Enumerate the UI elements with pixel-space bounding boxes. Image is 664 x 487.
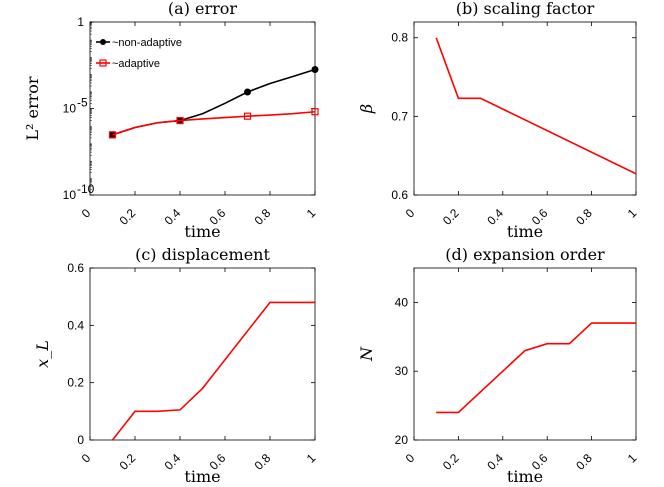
x-tick-label: 0.2 bbox=[117, 206, 139, 228]
y-tick-label: 0.7 bbox=[391, 109, 408, 123]
plot-box bbox=[413, 267, 637, 441]
y-tick-label: 0.2 bbox=[67, 376, 84, 390]
y-tick-label: 20 bbox=[395, 433, 409, 447]
x-tick-label: 0.2 bbox=[440, 451, 462, 473]
plot-box bbox=[413, 21, 637, 196]
data-point bbox=[176, 116, 184, 125]
y-tick-label: 0.8 bbox=[391, 31, 408, 45]
x-tick-label: 1 bbox=[625, 206, 640, 221]
y-tick-exponent: -5 bbox=[77, 96, 88, 110]
x-tick-label: 1 bbox=[304, 451, 319, 466]
x-tick-label: 0 bbox=[403, 451, 418, 466]
x-tick-label: 0.8 bbox=[573, 451, 595, 473]
y-tick-label: 10 bbox=[63, 188, 77, 202]
chart-title: (d) expansion order bbox=[445, 245, 605, 264]
series-line-N bbox=[436, 322, 636, 414]
y-tick-label: 0 bbox=[77, 433, 84, 447]
chart-title: (c) displacement bbox=[135, 245, 270, 264]
y-tick-label: 0.6 bbox=[391, 188, 408, 202]
y-tick-label: 40 bbox=[395, 295, 409, 309]
x-tick-label: 0.4 bbox=[484, 451, 506, 473]
chart-title: (a) error bbox=[168, 0, 238, 18]
legend-entry: ~adaptive bbox=[112, 58, 160, 70]
x-tick-label: 0.8 bbox=[252, 451, 274, 473]
data-point bbox=[244, 88, 251, 96]
x-tick-label: 0.4 bbox=[162, 451, 184, 473]
x-axis-label: time bbox=[507, 222, 543, 241]
series-line-x-L bbox=[111, 301, 315, 441]
x-tick-label: 1 bbox=[304, 206, 319, 221]
x-tick-label: 0.8 bbox=[252, 206, 274, 228]
y-tick-label: 0.4 bbox=[67, 318, 84, 332]
x-tick-label: 0 bbox=[403, 206, 418, 221]
y-tick-label: 0.6 bbox=[67, 261, 84, 275]
x-axis-label: time bbox=[184, 467, 220, 486]
y-axis-label: x_L bbox=[33, 340, 52, 368]
legend-entry: ~non-adaptive bbox=[112, 37, 182, 49]
x-tick-label: 0.4 bbox=[162, 206, 184, 228]
series-line--adaptive bbox=[112, 110, 316, 136]
x-axis-label: time bbox=[184, 222, 220, 241]
x-tick-label: 0.8 bbox=[573, 206, 595, 228]
data-point bbox=[311, 65, 319, 73]
x-tick-label: 0.2 bbox=[117, 451, 139, 473]
y-tick-exponent: -10 bbox=[77, 182, 95, 196]
data-point bbox=[311, 108, 319, 116]
y-axis-label: β bbox=[357, 104, 376, 114]
x-tick-label: 0.2 bbox=[440, 206, 462, 228]
data-point bbox=[108, 131, 117, 139]
x-axis-label: time bbox=[507, 467, 543, 486]
series-line-beta bbox=[435, 37, 637, 175]
x-tick-label: 0.4 bbox=[484, 206, 506, 228]
y-axis-label: L² error bbox=[23, 76, 42, 141]
x-tick-label: 0 bbox=[79, 451, 94, 466]
y-tick-label: 30 bbox=[395, 364, 409, 378]
chart-c: (c) displacement 0 0.2 0.4 0.6 0.8 1 time x_L 0 0.… bbox=[33, 245, 319, 486]
y-tick-label: 10 bbox=[63, 102, 77, 116]
x-tick-label: 1 bbox=[625, 451, 640, 466]
x-tick-label: 0 bbox=[79, 206, 94, 221]
y-tick-label: 1 bbox=[77, 15, 84, 29]
legend-swatch-marker bbox=[99, 59, 107, 67]
data-point bbox=[243, 112, 252, 120]
y-axis-label: N bbox=[357, 346, 376, 362]
plot-box bbox=[89, 267, 316, 441]
chart-title: (b) scaling factor bbox=[456, 0, 595, 18]
legend-swatch-marker bbox=[100, 39, 106, 45]
